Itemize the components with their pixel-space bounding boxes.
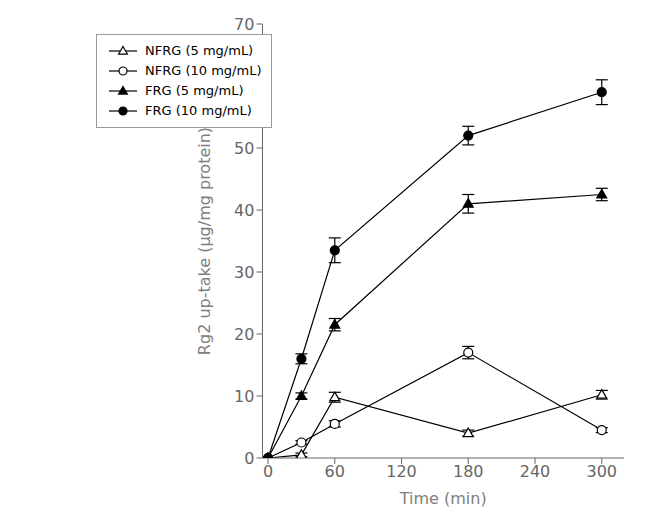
svg-text:120: 120 — [386, 462, 417, 481]
svg-text:20: 20 — [234, 325, 254, 344]
svg-text:50: 50 — [234, 139, 254, 158]
svg-text:60: 60 — [234, 77, 254, 96]
svg-text:Time (min): Time (min) — [399, 489, 487, 508]
svg-text:0: 0 — [263, 462, 273, 481]
svg-text:0: 0 — [244, 449, 254, 468]
svg-text:Rg2 up-take (μg/mg protein): Rg2 up-take (μg/mg protein) — [195, 127, 214, 355]
svg-text:40: 40 — [234, 201, 254, 220]
svg-text:70: 70 — [234, 15, 254, 34]
svg-text:180: 180 — [453, 462, 484, 481]
svg-text:30: 30 — [234, 263, 254, 282]
svg-text:240: 240 — [520, 462, 551, 481]
svg-text:10: 10 — [234, 387, 254, 406]
svg-text:60: 60 — [325, 462, 345, 481]
svg-text:300: 300 — [586, 462, 617, 481]
